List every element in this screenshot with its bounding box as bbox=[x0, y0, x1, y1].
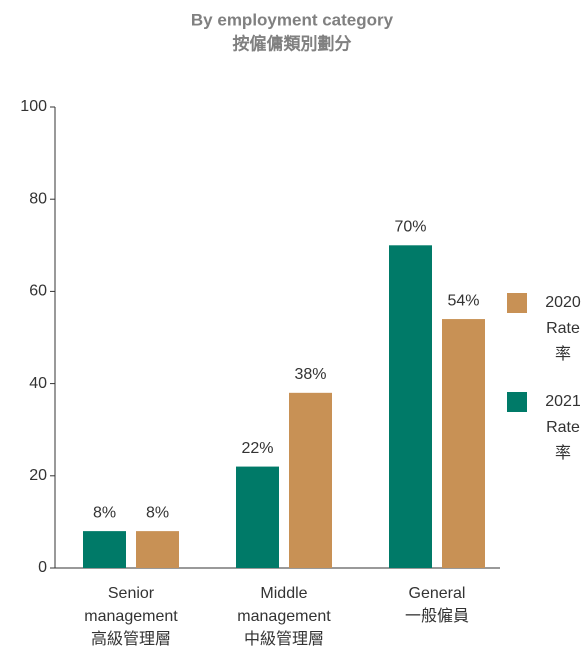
legend-swatch bbox=[507, 293, 527, 313]
y-tick-label: 80 bbox=[29, 190, 47, 207]
x-tick-label: Middle bbox=[260, 585, 307, 602]
value-label: 8% bbox=[146, 504, 169, 521]
y-tick-label: 20 bbox=[29, 467, 47, 484]
x-tick-label: 中級管理層 bbox=[244, 630, 324, 648]
legend-label: 2020 bbox=[545, 294, 581, 311]
value-label: 8% bbox=[93, 504, 116, 521]
bar bbox=[289, 392, 332, 568]
x-tick-label: General bbox=[409, 585, 466, 602]
x-tick-label: management bbox=[84, 608, 178, 625]
value-label: 38% bbox=[294, 366, 326, 383]
x-tick-label: 高級管理層 bbox=[91, 630, 171, 648]
x-tick-label: Senior bbox=[108, 585, 155, 602]
y-tick-label: 0 bbox=[38, 559, 47, 576]
legend-label: 2021 bbox=[545, 393, 581, 410]
legend-swatch bbox=[507, 392, 527, 412]
chart-subtitle: 按僱傭類別劃分 bbox=[233, 33, 352, 53]
bar bbox=[236, 466, 279, 568]
value-label: 22% bbox=[241, 440, 273, 457]
value-label: 54% bbox=[447, 292, 479, 309]
bar bbox=[389, 245, 432, 569]
bar bbox=[83, 531, 126, 568]
bar bbox=[442, 319, 485, 568]
legend-label: Rate bbox=[546, 320, 580, 337]
legend-label: 率 bbox=[555, 444, 571, 462]
bar bbox=[136, 531, 179, 568]
value-label: 70% bbox=[394, 219, 426, 236]
y-tick-label: 100 bbox=[20, 98, 47, 115]
chart-title: By employment category bbox=[191, 10, 394, 29]
y-tick-label: 40 bbox=[29, 375, 47, 392]
x-tick-label: management bbox=[237, 608, 331, 625]
y-tick-label: 60 bbox=[29, 283, 47, 300]
legend-label: 率 bbox=[555, 345, 571, 363]
x-tick-label: 一般僱員 bbox=[405, 607, 469, 625]
legend-label: Rate bbox=[546, 419, 580, 436]
